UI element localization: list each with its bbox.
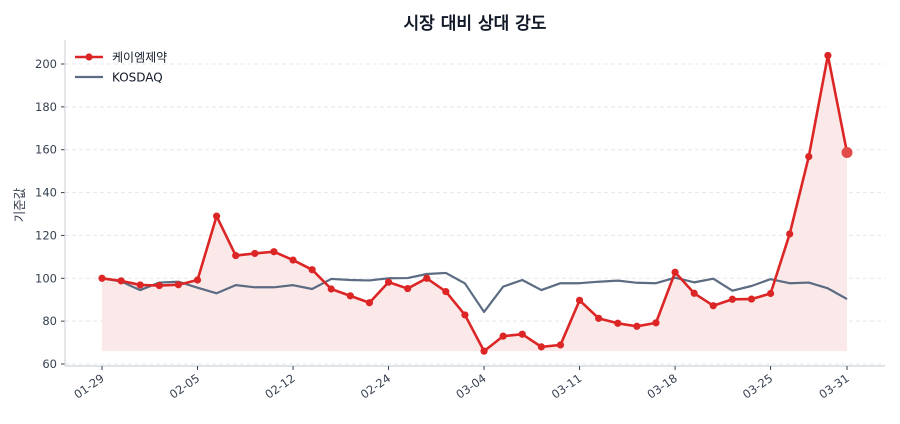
data-point-marker [289, 256, 297, 264]
data-point-marker [786, 230, 794, 238]
data-point-marker [98, 274, 106, 282]
data-point-marker [480, 347, 488, 355]
x-tick-label: 03-31 [816, 371, 851, 402]
data-point-marker [117, 277, 125, 285]
y-tick-label: 160 [35, 143, 57, 157]
area-fill [102, 55, 847, 352]
data-point-marker [404, 284, 412, 293]
legend-marker-icon [85, 53, 93, 61]
data-point-marker [824, 51, 832, 60]
legend: 케이엠제약 KOSDAQ [75, 50, 167, 85]
data-point-marker [805, 152, 813, 161]
y-tick-label: 80 [42, 314, 57, 328]
y-tick-label: 180 [35, 100, 57, 114]
data-point-marker [556, 341, 565, 349]
x-tick-label: 03-18 [644, 371, 679, 402]
data-point-marker [174, 281, 183, 289]
data-point-marker [652, 319, 660, 327]
data-point-marker [270, 248, 278, 256]
series-lines [98, 51, 853, 355]
data-point-marker [690, 289, 698, 297]
y-tick-label: 120 [35, 228, 57, 242]
data-point-marker [499, 332, 507, 340]
y-tick-label: 100 [35, 271, 57, 285]
x-tick-label: 02-24 [358, 371, 393, 402]
data-point-marker [518, 330, 526, 338]
data-point-marker [384, 278, 393, 286]
data-point-marker [747, 295, 756, 303]
legend-label: KOSDAQ [112, 71, 163, 85]
data-point-marker [365, 299, 374, 307]
x-tick-label: 02-12 [262, 371, 297, 402]
data-point-marker [251, 249, 259, 258]
data-point-marker [327, 285, 335, 293]
data-point-marker [595, 314, 603, 322]
data-point-marker [633, 322, 641, 330]
legend-item-kmpharm: 케이엠제약 [75, 50, 167, 65]
data-point-marker [308, 266, 316, 274]
data-point-marker [614, 319, 622, 327]
data-point-marker [346, 292, 354, 300]
data-point-marker [193, 276, 202, 284]
data-point-marker [728, 295, 736, 303]
data-point-marker [709, 302, 717, 310]
data-point-marker [671, 268, 679, 276]
x-tick-label: 02-05 [167, 371, 202, 402]
chart-title: 시장 대비 상대 강도 [404, 14, 547, 34]
x-tick-label: 03-25 [740, 371, 775, 402]
data-point-marker [213, 212, 221, 220]
y-tick-label: 140 [35, 186, 57, 200]
y-axis-label: 기준값 [12, 187, 27, 222]
data-point-marker [423, 274, 431, 282]
data-point-marker [232, 251, 240, 260]
data-point-marker [155, 281, 163, 290]
data-point-marker [537, 343, 545, 351]
data-point-marker [442, 287, 450, 296]
y-tick-label: 200 [35, 57, 57, 71]
y-tick-label: 60 [42, 357, 57, 371]
index-line [101, 271, 848, 314]
x-tick-label: 03-04 [453, 371, 488, 402]
x-tick-label: 03-11 [549, 371, 584, 402]
data-point-marker [766, 289, 775, 298]
legend-label: 케이엠제약 [112, 50, 167, 65]
data-point-marker [461, 311, 469, 319]
legend-item-kosdaq: KOSDAQ [75, 71, 163, 85]
stock-line [101, 54, 849, 353]
x-tick-label: 01-29 [71, 371, 106, 402]
last-point-marker [841, 147, 853, 158]
series-area-fill [102, 55, 847, 352]
data-point-marker [575, 296, 584, 304]
data-point-marker [136, 281, 144, 289]
